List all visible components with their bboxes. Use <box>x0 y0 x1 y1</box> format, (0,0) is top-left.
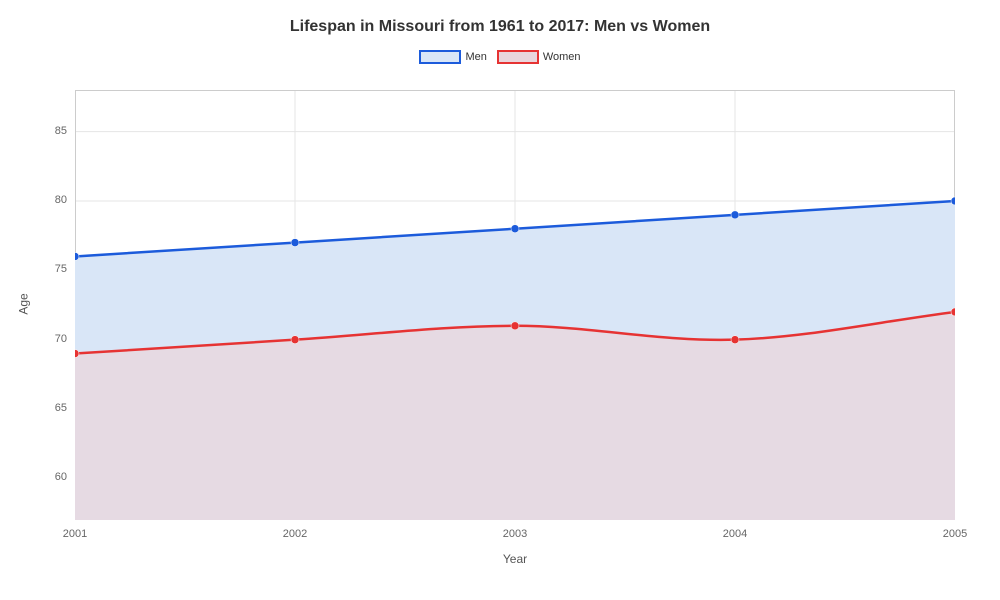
chart-container: Lifespan in Missouri from 1961 to 2017: … <box>0 0 1000 600</box>
y-tick-label: 65 <box>35 402 67 414</box>
y-tick-label: 60 <box>35 471 67 483</box>
legend-label-men: Men <box>465 51 486 63</box>
x-tick-label: 2003 <box>490 528 540 540</box>
chart-title: Lifespan in Missouri from 1961 to 2017: … <box>0 0 1000 36</box>
plot-area <box>75 90 955 520</box>
y-tick-label: 70 <box>35 333 67 345</box>
legend-item-men[interactable]: Men <box>419 50 486 64</box>
legend: Men Women <box>0 50 1000 64</box>
legend-item-women[interactable]: Women <box>497 50 581 64</box>
y-axis-label: Age <box>17 293 31 314</box>
x-tick-label: 2002 <box>270 528 320 540</box>
legend-swatch-women <box>497 50 539 64</box>
y-tick-label: 80 <box>35 194 67 206</box>
y-tick-label: 85 <box>35 125 67 137</box>
legend-label-women: Women <box>543 51 581 63</box>
x-tick-label: 2005 <box>930 528 980 540</box>
x-tick-label: 2004 <box>710 528 760 540</box>
x-axis-label: Year <box>495 552 535 566</box>
legend-swatch-men <box>419 50 461 64</box>
y-tick-label: 75 <box>35 263 67 275</box>
x-tick-label: 2001 <box>50 528 100 540</box>
